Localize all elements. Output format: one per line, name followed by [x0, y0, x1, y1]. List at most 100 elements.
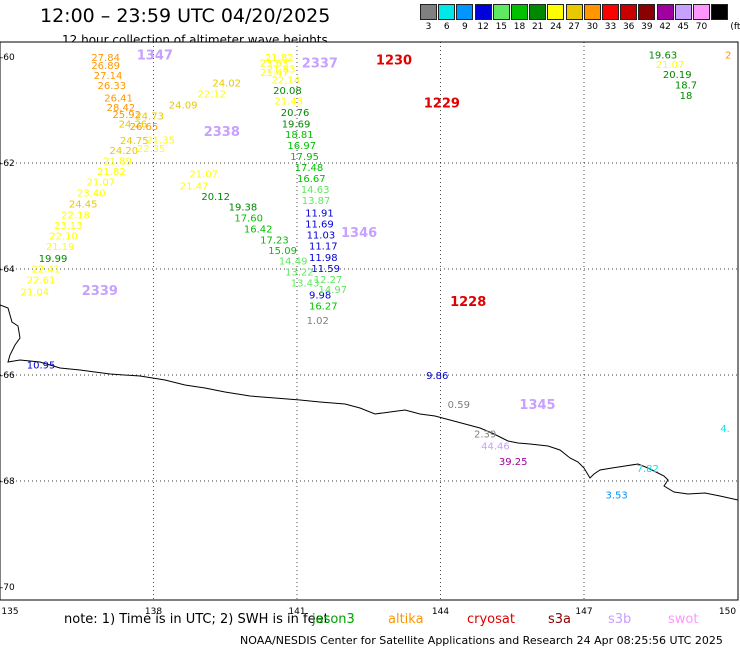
wave-height-value: 20.19 — [663, 70, 692, 81]
wave-height-value: 11.17 — [309, 242, 338, 253]
legend-swatch — [674, 4, 692, 20]
wave-height-value: 11.98 — [309, 253, 338, 264]
wave-height-value: 3.53 — [606, 490, 628, 501]
lat-tick-label: -62 — [0, 159, 15, 169]
wave-height-value: 22.35 — [137, 144, 166, 155]
wave-height-value: 21.19 — [46, 242, 75, 253]
legend-swatch — [492, 4, 510, 20]
axis-tick-labels: 135 138 141 144 147 150 -60 -62 -64 -66 -68 -70 — [0, 53, 736, 617]
wave-height-value: 21.47 — [260, 68, 289, 79]
legend-label: 24 — [550, 22, 562, 32]
satellite-label-jason3: jason3 — [312, 612, 355, 627]
wave-height-value: 23.40 — [77, 189, 106, 200]
legend-swatch — [638, 4, 656, 20]
wave-height-value: 21.83 — [267, 65, 296, 76]
legend-label: 9 — [462, 22, 468, 32]
wave-height-value: 1.02 — [307, 316, 329, 327]
map-frame — [0, 41, 739, 601]
wave-height-value: 20.76 — [281, 108, 310, 119]
wave-height-value: 19.63 — [649, 50, 678, 61]
wave-height-value: 11.03 — [307, 231, 336, 242]
wave-height-value: 21.82 — [97, 167, 126, 178]
legend-swatch — [565, 4, 583, 20]
wave-height-value: 4. — [720, 424, 730, 435]
wave-height-value: 17.23 — [260, 235, 289, 246]
wave-height-value: 11.91 — [305, 208, 334, 219]
graticule — [0, 42, 738, 600]
wave-height-value: 21.89 — [103, 156, 132, 167]
legend-swatch — [511, 4, 528, 20]
wave-height-value: 22.18 — [61, 210, 90, 221]
wave-height-value: 28.42 — [107, 103, 136, 114]
wave-height-value: 24.09 — [169, 101, 198, 112]
lat-tick-label: -70 — [0, 583, 15, 593]
legend-swatch — [583, 4, 601, 20]
legend-label: 3 — [425, 22, 432, 32]
wave-height-value: 21.82 — [265, 53, 294, 64]
legend-label: 18 — [513, 22, 526, 32]
lon-tick-label: 147 — [575, 607, 592, 617]
satellite-label-cryosat: cryosat — [467, 612, 515, 627]
lat-tick-label: -68 — [0, 477, 15, 487]
lat-tick-label: -60 — [0, 53, 15, 63]
legend-swatch — [693, 4, 710, 20]
pass-time-label: 2338 — [204, 125, 240, 140]
legend-label: 70 — [695, 22, 708, 32]
wave-height-value: 14.63 — [301, 185, 330, 196]
wave-height-value: 22.10 — [49, 232, 78, 243]
legend-swatch — [656, 4, 674, 20]
observation-values: 27.8426.8927.1426.3326.4128.4225.9224.26… — [21, 50, 732, 501]
lon-tick-label: 135 — [1, 607, 18, 617]
wave-height-value: 14.97 — [319, 285, 348, 296]
satellite-label-s3b: s3b — [608, 612, 632, 627]
legend-label: 45 — [677, 22, 690, 32]
wave-height-value: 20.12 — [201, 192, 230, 203]
wave-height-value: 26.65 — [130, 122, 159, 133]
legend-swatch — [474, 4, 492, 20]
lon-tick-label: 150 — [719, 607, 736, 617]
wave-height-value: 7.82 — [637, 464, 659, 475]
credit-line: NOAA/NESDIS Center for Satellite Applica… — [240, 634, 723, 647]
wave-height-value: 16.97 — [287, 141, 316, 152]
wave-height-value: 39.25 — [499, 457, 528, 468]
pass-time-label: 1229 — [424, 97, 460, 112]
wave-height-value: 23.63 — [260, 58, 289, 69]
wave-height-value: 18 — [680, 91, 693, 102]
wave-height-value: 27.84 — [91, 53, 120, 64]
wave-height-value: 20.08 — [273, 86, 302, 97]
wave-height-value: 13.22 — [285, 268, 314, 279]
wave-height-value: 16.42 — [244, 225, 273, 236]
wave-height-value: 21.07 — [656, 60, 685, 71]
wave-height-value: 0.59 — [448, 400, 470, 411]
pass-time-label: 2339 — [82, 284, 118, 299]
wave-height-value: 19.69 — [282, 119, 311, 130]
satellite-label-s3a: s3a — [548, 612, 572, 627]
satellite-label-swot: swot — [668, 612, 699, 627]
wave-height-value: 22.14 — [272, 75, 301, 86]
wave-height-value: 22.41 — [32, 264, 61, 275]
wave-height-value: 24.02 — [212, 78, 241, 89]
wave-height-value: 26.41 — [104, 93, 133, 104]
lon-tick-label: 141 — [288, 607, 305, 617]
wave-height-value: 19.99 — [39, 254, 68, 265]
legend-label: 36 — [622, 22, 635, 32]
legend-label: 6 — [443, 22, 450, 32]
wave-height-value: 11.59 — [311, 264, 340, 275]
legend-label: 30 — [586, 22, 599, 32]
map-title: 12:00 – 23:59 UTC 04/20/2025 — [40, 5, 331, 27]
legend-swatch — [547, 4, 565, 20]
footnote: note: 1) Time is in UTC; 2) SWH is in fe… — [64, 612, 329, 627]
legend-swatch — [420, 4, 437, 20]
wave-height-value: 9.86 — [426, 371, 448, 382]
wave-height-value: 21.47 — [180, 181, 209, 192]
wave-height-value: 23.13 — [54, 221, 83, 232]
wave-height-value: 19.38 — [229, 202, 258, 213]
legend-swatch — [602, 4, 619, 20]
legend-swatch — [438, 4, 456, 20]
wave-height-value: 21.07 — [87, 178, 116, 189]
legend-label: 42 — [659, 22, 671, 32]
satellite-label-altika: altika — [388, 612, 424, 627]
wave-height-value: 26.33 — [98, 81, 127, 92]
pass-time-labels: 1347 2337 1230 1229 2338 1346 1228 2339 1345 — [82, 48, 556, 413]
